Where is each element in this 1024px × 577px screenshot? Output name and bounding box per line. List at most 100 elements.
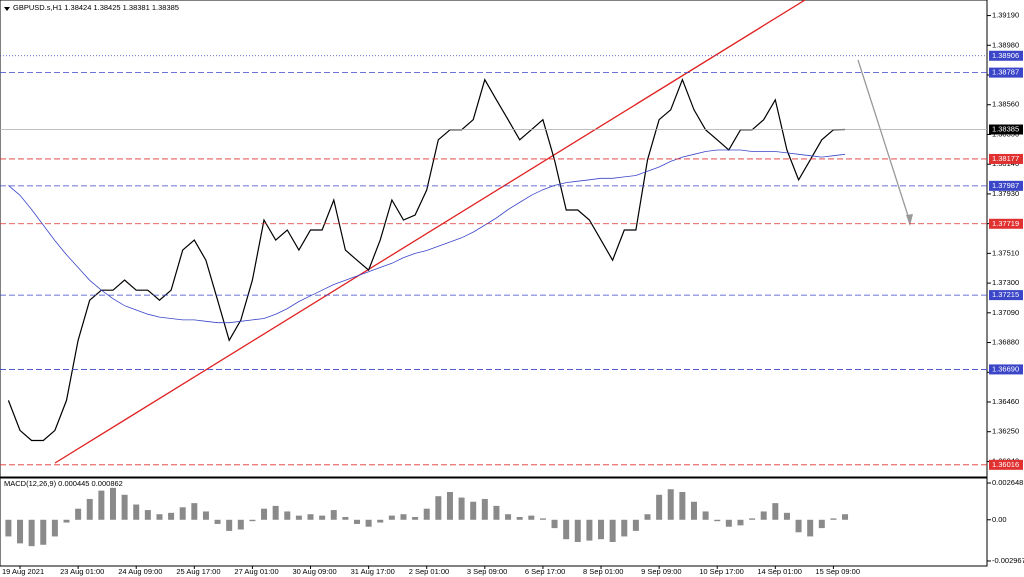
macd-bar [458,497,465,520]
x-tick-label: 10 Sep 17:00 [699,567,744,576]
y-tick-label: 1.36250 [992,427,1019,436]
macd-bar [435,496,442,520]
macd-bar [830,518,837,520]
macd-bar [202,511,209,520]
macd-bar [377,519,384,523]
macd-bar [690,501,697,520]
macd-bar [191,503,198,520]
x-tick-label: 24 Aug 09:00 [118,567,162,576]
macd-bar [795,519,802,533]
macd-bar [237,519,244,530]
macd-bar [528,515,535,520]
macd-bar [5,519,12,537]
macd-bar [63,519,70,523]
macd-bar [563,519,570,540]
macd-bar [121,494,128,520]
macd-bar [144,510,151,520]
level-label-box [989,218,1023,229]
price-frame [0,0,988,478]
macd-bar [342,517,349,520]
x-tick-label: 27 Aug 01:00 [234,567,278,576]
macd-bar [179,507,186,520]
macd-bar [354,519,360,524]
level-label: 1.37215 [992,290,1019,299]
macd-bar [272,505,279,520]
level-label-box [989,459,1023,470]
macd-bar [214,519,221,524]
macd-bar [505,514,512,520]
y-tick-label: 1.37510 [992,248,1019,257]
y-tick-label: 1.37930 [992,189,1019,198]
level-label: 1.38787 [992,68,1019,77]
x-tick-label: 31 Aug 17:00 [351,567,395,576]
macd-bar [307,514,314,520]
macd-bar [493,505,500,520]
macd-bar [818,519,825,529]
macd-bar [574,519,581,542]
macd-bar [725,519,732,527]
macd-bar [75,508,82,520]
level-label: 1.36016 [992,460,1019,469]
x-tick-label: 14 Sep 01:00 [757,567,802,576]
level-label-box [989,364,1023,375]
y-tick-label: 1.39190 [992,11,1019,20]
macd-bar [621,519,628,537]
macd-title: MACD(12,26,9) 0.000445 0.000862 [4,479,123,488]
macd-bar [400,514,407,520]
macd-bar [772,503,779,520]
macd-bar [156,514,163,520]
macd-bar [388,515,395,520]
level-label: 1.37987 [992,181,1019,190]
macd-bar [702,511,709,520]
arrow-head [906,214,913,226]
level-label: 1.38385 [992,124,1019,133]
macd-bar [133,504,140,520]
macd-bar [656,494,663,520]
level-label-box [989,124,1023,135]
price-line [8,149,846,324]
level-label: 1.38177 [992,154,1019,163]
macd-bar [609,519,616,542]
macd-bar [516,517,523,520]
level-label-box [989,290,1023,301]
level-label-box [989,153,1023,164]
menu-triangle [4,7,10,11]
level-label-box [989,67,1023,78]
macd-bar [842,514,849,520]
macd-bar [51,519,58,537]
x-tick-label: 2 Sep 01:00 [409,567,449,576]
y-tick-label: 1.38980 [992,40,1019,49]
macd-bar [98,490,105,520]
macd-bar [226,519,233,531]
x-tick-label: 19 Aug 2021 [2,567,44,576]
macd-bar [28,519,35,547]
x-tick-label: 25 Aug 17:00 [176,567,220,576]
macd-bar [412,517,419,520]
chart-title: GBPUSD.s,H1 1.38424 1.38425 1.38381 1.38… [13,3,179,12]
macd-bar [168,512,175,520]
macd-bar [551,519,558,529]
macd-bar [295,515,302,520]
macd-bar [644,514,651,520]
x-tick-label: 3 Sep 09:00 [467,567,507,576]
macd-bar [423,508,430,520]
macd-bar [598,519,605,540]
macd-bar [319,515,326,520]
x-tick-label: 8 Sep 01:00 [583,567,623,576]
y-tick-label: 1.37300 [992,278,1019,287]
y-tick-label: 1.38560 [992,100,1019,109]
macd-bar [714,519,721,522]
y-tick-label: -0.002967 [992,556,1024,565]
macd-frame [0,477,988,567]
macd-bar [261,508,268,520]
x-tick-label: 30 Aug 09:00 [293,567,337,576]
macd-bar [40,519,47,545]
y-tick-label: 0.00 [992,515,1007,524]
macd-bar [86,498,93,520]
level-label-box [989,180,1023,191]
macd-bar [109,487,116,520]
macd-bar [284,511,291,520]
macd-bar [446,492,453,520]
macd-bar [330,510,337,520]
